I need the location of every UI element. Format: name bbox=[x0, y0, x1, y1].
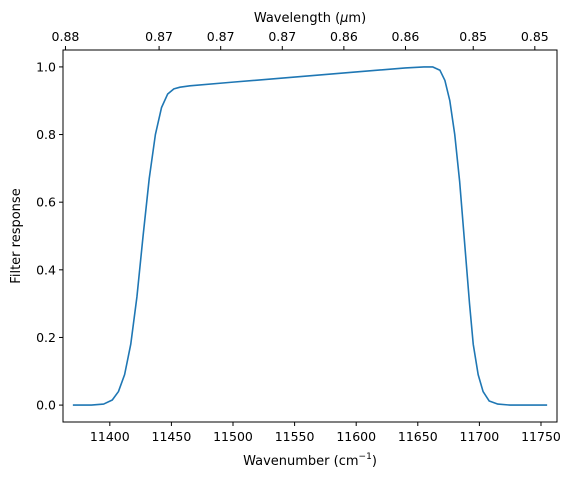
top-x-tick-label: 0.87 bbox=[145, 29, 173, 44]
x-axis-label-superscript: −1 bbox=[359, 452, 372, 462]
x-tick-label: 11550 bbox=[275, 429, 315, 444]
y-tick-label: 0.8 bbox=[36, 127, 56, 142]
x-tick-label: 11600 bbox=[336, 429, 376, 444]
top-x-axis-label-mu: μ bbox=[339, 11, 348, 26]
top-x-axis-label-end: m) bbox=[348, 11, 366, 26]
y-tick-label: 0.0 bbox=[36, 398, 56, 413]
x-axis-label: Wavenumber (cm−1) bbox=[243, 452, 377, 469]
ticks-layer: 11400 11450 11500 11550 11600 11650 11700 11750… bbox=[36, 29, 561, 444]
y-tick-label: 1.0 bbox=[36, 59, 56, 74]
x-tick-label: 11450 bbox=[152, 429, 192, 444]
y-axis-label: Filter response bbox=[9, 188, 24, 283]
y-tick-label: 0.6 bbox=[36, 195, 56, 210]
top-x-tick-label: 0.86 bbox=[330, 29, 358, 44]
series-line-0 bbox=[72, 66, 548, 406]
x-tick-label: 11500 bbox=[213, 429, 253, 444]
x-tick-label: 11650 bbox=[398, 429, 438, 444]
x-tick-label: 11750 bbox=[521, 429, 561, 444]
y-tick-label: 0.2 bbox=[36, 330, 56, 345]
x-tick-label: 11400 bbox=[90, 429, 130, 444]
top-x-axis-label-text: Wavelength ( bbox=[254, 11, 340, 26]
plot-layer bbox=[72, 66, 548, 406]
axes-frame bbox=[62, 49, 558, 423]
top-x-tick-label: 0.88 bbox=[52, 29, 80, 44]
top-x-axis-label: Wavelength (μm) bbox=[254, 11, 366, 26]
top-x-tick-label: 0.86 bbox=[392, 29, 420, 44]
top-x-tick-label: 0.87 bbox=[207, 29, 235, 44]
top-x-tick-label: 0.85 bbox=[459, 29, 487, 44]
top-x-tick-label: 0.85 bbox=[521, 29, 549, 44]
y-tick-label: 0.4 bbox=[36, 262, 56, 277]
x-axis-label-close: ) bbox=[372, 454, 377, 469]
x-axis-label-text: Wavenumber (cm bbox=[243, 454, 358, 469]
x-tick-label: 11700 bbox=[460, 429, 500, 444]
top-x-tick-label: 0.87 bbox=[268, 29, 296, 44]
